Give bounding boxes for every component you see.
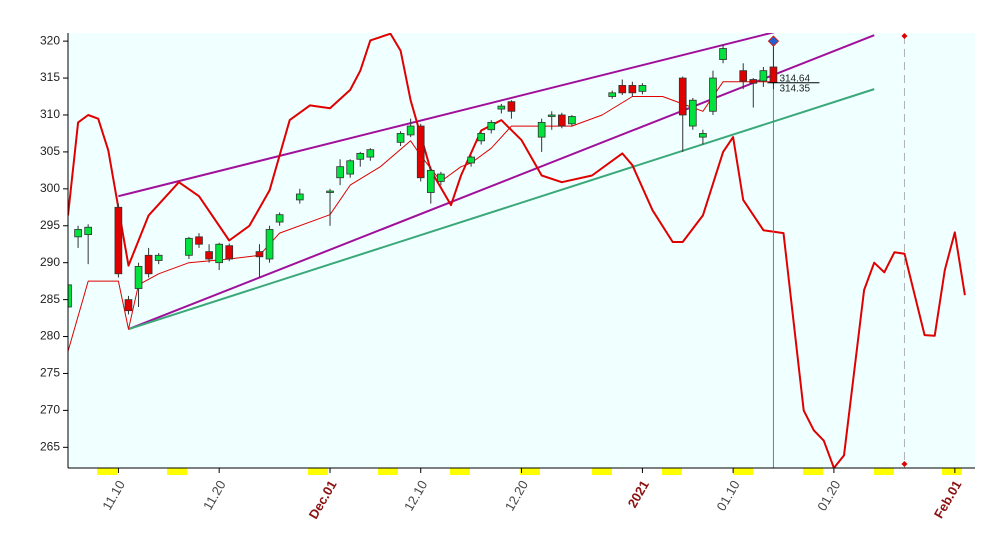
plot-area [68,33,966,468]
y-tick-label: 285 [40,292,60,306]
weekend-block [592,468,612,475]
candle-body [628,85,637,94]
y-tick-label: 290 [40,255,60,269]
candle-body [749,79,758,84]
weekend-block [803,468,823,475]
candle-body [134,265,143,289]
candle-body [406,125,415,136]
candle-body [557,114,566,127]
weekend-block [942,468,962,475]
marker-dot [901,461,908,467]
x-tick-label: 11.20 [200,478,229,513]
x-tick-label: 01.10 [713,478,742,514]
weekend-block [97,468,117,475]
candle-body [477,133,486,142]
x-tick-label: 2021 [625,478,652,511]
price-label: 314.64 [779,73,810,84]
candle-body [688,99,697,127]
weekend-block [450,468,470,475]
candle-body [507,101,516,112]
y-tick-label: 310 [40,107,60,121]
price-label: 314.35 [779,83,810,94]
candle-body [124,299,133,312]
candle-body [68,284,72,308]
weekend-strip [97,468,962,475]
overlay-line [68,33,966,468]
x-tick-label: Feb.01 [931,478,965,521]
candle-body [608,92,617,97]
x-tick-label: Dec.01 [306,478,340,522]
y-tick-label: 280 [40,329,60,343]
plot-background [68,33,975,468]
candle-body [366,149,375,158]
y-tick-label: 270 [40,403,60,417]
y-tick-label: 315 [40,70,60,84]
candle-body [336,166,344,179]
candle-body [114,206,123,275]
candle-body [195,236,203,245]
candle-body [74,229,82,238]
trend-line [118,33,776,198]
y-tick-label: 305 [40,144,60,158]
candle-body [699,133,707,138]
candle-body [396,133,405,143]
candle-body [215,243,223,264]
x-tick-label: 11.10 [99,478,128,513]
candle-body [346,160,355,175]
candle-body [356,152,365,160]
candle-body [759,70,768,82]
candle-body [275,214,284,223]
y-tick-label: 265 [40,439,60,453]
candle-body [185,237,193,256]
candle-body [769,66,778,83]
weekend-block [662,468,682,475]
candle-body [497,105,506,110]
candle-body [487,121,496,131]
weekend-block [874,468,894,475]
candle-body [416,125,425,179]
candle-body [437,173,445,182]
candle-body [618,85,627,94]
candle-body [467,156,475,164]
candle-body [326,190,334,193]
candle-body [154,254,163,261]
candle-body [719,48,727,60]
candle-body [739,70,748,82]
candle-body [255,251,264,258]
marker-diamond [767,35,780,47]
candle-body [547,114,556,117]
y-tick-label: 275 [40,366,60,380]
weekend-block [167,468,187,475]
y-tick-label: 295 [40,218,60,232]
candle-body [678,77,687,116]
trend-line [128,88,875,331]
trend-line [128,34,875,331]
candle-body [144,254,153,275]
candle-body [709,77,717,112]
marker-dot [901,33,908,39]
candle-body [205,251,213,260]
candle-body [426,169,435,193]
weekend-block [378,468,398,475]
weekend-block [520,468,540,475]
candle-body [638,85,647,92]
y-tick-label: 300 [40,181,60,195]
x-tick-label: 12.10 [401,478,430,514]
candle-body [537,121,546,138]
y-tick-label: 320 [40,33,60,47]
weekend-block [308,468,328,475]
x-tick-label: 12.20 [502,478,531,514]
x-tick-label: 01.20 [814,478,843,514]
candle-body [84,226,92,236]
candle-body [225,245,234,260]
candle-body [568,116,576,125]
weekend-block [733,468,753,475]
candle-body [265,229,274,260]
candle-body [295,193,304,201]
